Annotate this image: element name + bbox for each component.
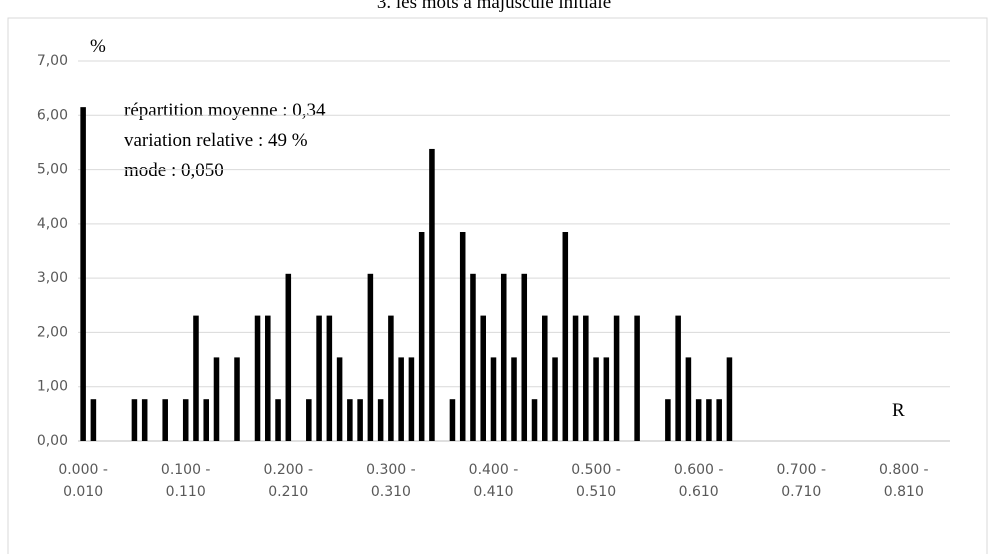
bar: [583, 315, 589, 441]
bar: [593, 357, 599, 441]
bar: [521, 273, 528, 441]
bar: [398, 357, 404, 441]
bar: [162, 399, 168, 441]
x-tick-label: 0.200 - 0.210: [263, 462, 314, 500]
bar: [193, 315, 199, 441]
bar: [347, 399, 353, 441]
bar: [418, 232, 425, 441]
bar: [326, 315, 333, 441]
bar: [336, 357, 343, 441]
x-axis-label: R: [892, 400, 905, 421]
bar: [131, 399, 138, 441]
bar: [80, 107, 86, 442]
y-axis-label: %: [90, 36, 106, 57]
bar: [367, 273, 374, 441]
bar: [552, 357, 558, 441]
x-tick-label: 0.800 - 0.810: [879, 462, 929, 500]
bar: [377, 399, 384, 441]
bar: [726, 357, 733, 441]
bar: [182, 399, 189, 441]
bar: [203, 399, 210, 441]
bar: [531, 399, 538, 441]
bar: [542, 315, 548, 441]
bar: [275, 399, 281, 441]
y-tick-label: 7,00: [37, 53, 68, 69]
bar: [634, 315, 640, 441]
bar: [613, 315, 620, 441]
y-tick-label: 0,00: [37, 433, 68, 449]
bar: [685, 357, 692, 441]
bar: [665, 399, 671, 441]
bar: [213, 357, 220, 441]
bar: [470, 273, 476, 441]
bar: [90, 399, 97, 441]
x-tick-label: 0.600 - 0.610: [673, 462, 724, 500]
bar: [695, 399, 702, 441]
bar: [254, 315, 261, 441]
y-tick-label: 3,00: [37, 270, 68, 286]
bar: [306, 399, 312, 441]
bar: [265, 315, 271, 441]
x-tick-label: 0.000 - 0.010: [58, 462, 108, 500]
y-tick-label: 6,00: [37, 107, 68, 123]
bar: [716, 399, 722, 441]
y-tick-label: 4,00: [37, 216, 68, 232]
chart-title: 3. les mots à majuscule initiale: [377, 0, 611, 13]
bar: [408, 357, 415, 441]
annotation: répartition moyenne : 0,34: [124, 100, 326, 121]
y-tick-label: 1,00: [37, 379, 68, 395]
y-tick-label: 2,00: [37, 324, 68, 340]
bar: [675, 315, 681, 441]
bar: [490, 357, 497, 441]
bar: [285, 273, 292, 441]
x-tick-label: 0.400 - 0.410: [468, 462, 519, 500]
bar: [459, 232, 466, 441]
bar: [449, 399, 456, 441]
x-tick-label: 0.100 - 0.110: [160, 462, 211, 500]
bar: [562, 232, 569, 441]
chart-border: [7, 17, 988, 554]
bar: [603, 357, 610, 441]
bar: [706, 399, 712, 441]
bar: [316, 315, 322, 441]
bar: [480, 315, 486, 441]
x-tick-label: 0.500 - 0.510: [571, 462, 621, 500]
annotation: variation relative : 49 %: [124, 130, 308, 151]
bar: [511, 357, 517, 441]
annotation: mode : 0,050: [124, 160, 224, 181]
y-tick-label: 5,00: [37, 162, 68, 178]
bar: [141, 399, 148, 441]
bar: [234, 357, 240, 441]
bar: [572, 315, 579, 441]
bar: [429, 148, 435, 441]
bar: [388, 315, 394, 441]
bar: [357, 399, 363, 441]
x-tick-label: 0.300 - 0.310: [366, 462, 416, 500]
bar: [500, 273, 507, 441]
x-tick-label: 0.700 - 0.710: [776, 462, 827, 500]
